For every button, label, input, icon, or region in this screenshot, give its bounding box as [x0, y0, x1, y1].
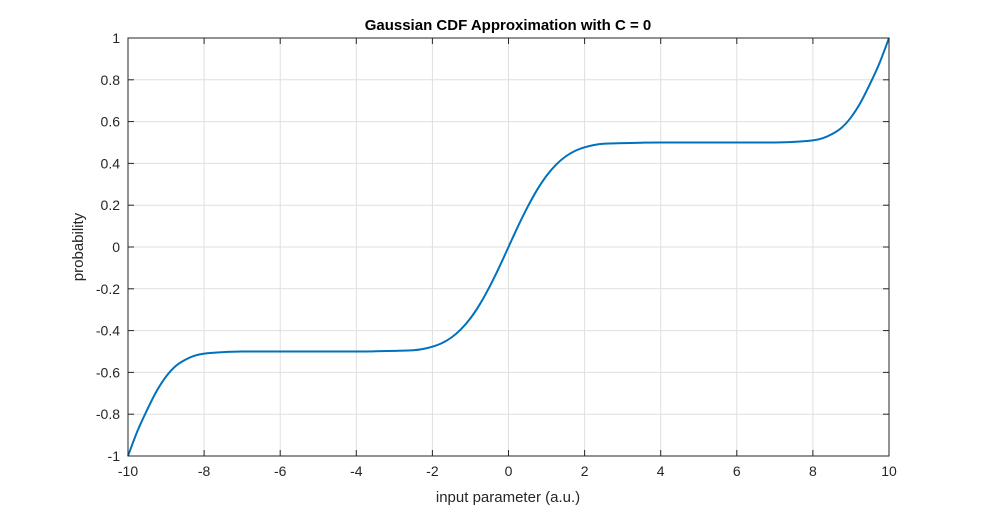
- y-tick-label: 1: [112, 30, 120, 46]
- x-tick-label: 8: [809, 463, 817, 479]
- y-tick-label: 0.8: [101, 72, 121, 88]
- y-tick-label: 0.6: [101, 114, 121, 130]
- x-tick-label: 6: [733, 463, 741, 479]
- x-tick-label: 10: [881, 463, 897, 479]
- x-axis-label: input parameter (a.u.): [436, 489, 580, 506]
- y-tick-label: -0.8: [96, 406, 120, 422]
- x-tick-labels: -10 -8 -6 -4 -2 0 2 4 6 8 10: [118, 463, 897, 479]
- cdf-line-series: [127, 37, 890, 457]
- y-tick-label: 0.2: [101, 197, 121, 213]
- y-tick-label: -0.6: [96, 364, 120, 380]
- x-tick-label: -2: [426, 463, 439, 479]
- y-tick-label: -1: [108, 448, 121, 464]
- x-tick-label: 2: [581, 463, 589, 479]
- x-tick-label: -10: [118, 463, 138, 479]
- y-tick-label: -0.4: [96, 323, 120, 339]
- y-tick-label: -0.2: [96, 281, 120, 297]
- y-tick-labels: -1 -0.8 -0.6 -0.4 -0.2 0 0.2 0.4 0.6 0.8 1: [96, 30, 120, 464]
- y-tick-label: 0.4: [101, 155, 121, 171]
- x-tick-label: -4: [350, 463, 363, 479]
- x-tick-label: -6: [274, 463, 287, 479]
- x-tick-label: 4: [657, 463, 665, 479]
- chart-title: Gaussian CDF Approximation with C = 0: [365, 17, 652, 34]
- y-axis-label: probability: [70, 212, 87, 281]
- tick-marks: [127, 37, 890, 457]
- y-tick-label: 0: [112, 239, 120, 255]
- x-tick-label: -8: [198, 463, 211, 479]
- x-tick-label: 0: [505, 463, 513, 479]
